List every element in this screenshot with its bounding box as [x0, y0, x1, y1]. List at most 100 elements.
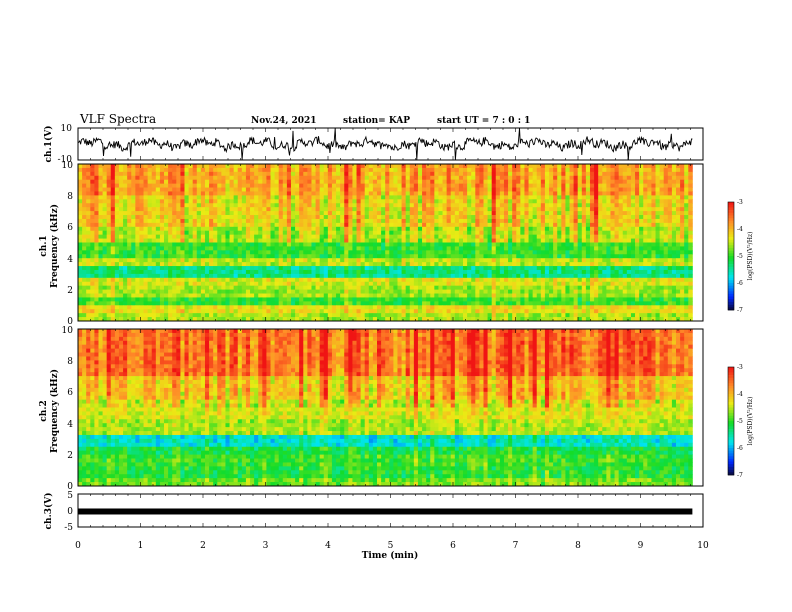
spectrogram-cell	[364, 250, 370, 255]
spectrogram-cell	[405, 183, 411, 188]
spectrogram-cell	[524, 164, 529, 169]
spectrogram-cell	[151, 250, 157, 255]
spectrogram-cell	[196, 164, 202, 169]
spectrogram-cell	[348, 254, 353, 259]
spectrogram-cell	[196, 269, 202, 275]
spectrogram-cell	[602, 230, 607, 236]
spectrogram-cell	[553, 175, 558, 181]
spectrogram-cell	[274, 183, 280, 188]
spectrogram-cell	[241, 175, 247, 181]
spectrogram-cell	[254, 234, 259, 239]
spectrogram-cell	[282, 183, 288, 188]
spectrogram-cell	[618, 191, 624, 196]
spectrogram-cell	[614, 211, 620, 216]
spectrogram-cell	[434, 187, 439, 192]
spectrogram-cell	[266, 195, 271, 200]
spectrogram-cell	[471, 167, 476, 173]
spectrogram-cell	[217, 215, 222, 220]
spectrogram-cell	[364, 262, 370, 267]
spectrogram-cell	[450, 273, 456, 279]
spectrogram-cell	[561, 226, 566, 232]
spectrogram-cell	[557, 218, 562, 224]
spectrogram-cell	[237, 269, 243, 275]
spectrogram-cell	[176, 195, 181, 200]
spectrogram-cell	[168, 215, 173, 220]
spectrogram-cell	[442, 218, 448, 224]
spectrogram-cell	[434, 266, 439, 271]
spectrogram-cell	[323, 215, 329, 220]
spectrogram-cell	[581, 195, 587, 200]
spectrogram-cell	[192, 277, 198, 283]
spectrogram-cell	[503, 266, 509, 271]
spectrogram-cell	[516, 179, 521, 185]
spectrogram-cell	[475, 171, 480, 177]
spectrogram-cell	[635, 207, 640, 212]
spectrogram-cell	[114, 191, 120, 196]
spectrogram-cell	[475, 285, 480, 291]
spectrogram-cell	[356, 250, 362, 255]
spectrogram-cell	[94, 164, 99, 169]
spectrogram-cell	[295, 254, 300, 259]
spectrogram-cell	[323, 226, 329, 232]
spectrogram-cell	[659, 266, 665, 271]
spectrogram-cell	[176, 246, 181, 251]
spectrogram-cell	[536, 211, 542, 216]
spectrogram-cell	[671, 203, 677, 208]
spectrogram-cell	[225, 250, 230, 255]
spectrogram-cell	[319, 262, 325, 267]
spectrogram-cell	[393, 207, 398, 212]
spectrogram-cell	[78, 234, 83, 239]
spectrogram-cell	[90, 246, 95, 251]
spectrogram-cell	[114, 246, 120, 251]
spectrogram-cell	[209, 238, 214, 243]
spectrogram-cell	[553, 211, 558, 216]
spectrogram-cell	[344, 238, 349, 243]
spectrogram-cell	[606, 218, 611, 224]
spectrogram-cell	[471, 234, 476, 239]
spectrogram-cell	[356, 273, 362, 279]
spectrogram-cell	[553, 222, 558, 228]
spectrogram-cell	[438, 281, 443, 287]
spectrogram-cell	[90, 164, 95, 169]
spectrogram-cell	[491, 273, 497, 279]
spectrogram-cell	[381, 179, 386, 185]
spectrogram-cell	[82, 171, 87, 177]
spectrogram-cell	[409, 258, 415, 263]
spectrogram-cell	[258, 269, 263, 275]
spectrogram-cell	[278, 258, 284, 263]
spectrogram-cell	[331, 175, 337, 181]
spectrogram-cell	[426, 218, 431, 224]
spectrogram-cell	[389, 183, 394, 188]
spectrogram-cell	[192, 199, 198, 204]
spectrogram-cell	[458, 242, 464, 247]
spectrogram-cell	[635, 218, 640, 224]
spectrogram-cell	[168, 262, 173, 267]
spectrogram-cell	[495, 269, 501, 275]
spectrogram-cell	[577, 195, 583, 200]
spectrogram-cell	[372, 258, 378, 263]
spectrogram-cell	[671, 281, 677, 287]
spectrogram-cell	[618, 211, 624, 216]
spectrogram-cell	[98, 285, 103, 291]
spectrogram-cell	[114, 273, 120, 279]
spectrogram-cell	[135, 191, 140, 196]
spectrogram-cell	[196, 285, 202, 291]
spectrogram-cell	[98, 203, 103, 208]
spectrogram-cell	[245, 226, 251, 232]
spectrogram-cell	[381, 175, 386, 181]
spectrogram-cell	[622, 215, 628, 220]
spectrogram-cell	[299, 234, 304, 239]
spectrogram-cell	[340, 187, 345, 192]
spectrogram-cell	[319, 258, 325, 263]
spectrogram-cell	[274, 207, 280, 212]
spectrogram-cell	[204, 246, 210, 251]
spectrogram-cell	[442, 234, 448, 239]
spectrogram-cell	[565, 164, 570, 169]
spectrogram-cell	[356, 285, 362, 291]
spectrogram-cell	[389, 246, 394, 251]
spectrogram-cell	[217, 167, 222, 173]
spectrogram-cell	[286, 230, 292, 236]
spectrogram-cell	[409, 167, 415, 173]
spectrogram-cell	[639, 187, 644, 192]
spectrogram-cell	[110, 175, 116, 181]
